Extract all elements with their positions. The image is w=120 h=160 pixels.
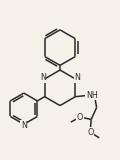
Text: N: N bbox=[40, 73, 46, 82]
Text: O: O bbox=[77, 113, 83, 122]
Text: O: O bbox=[87, 128, 93, 137]
Text: N: N bbox=[74, 73, 80, 82]
Text: N: N bbox=[21, 121, 27, 130]
Text: NH: NH bbox=[86, 91, 98, 100]
